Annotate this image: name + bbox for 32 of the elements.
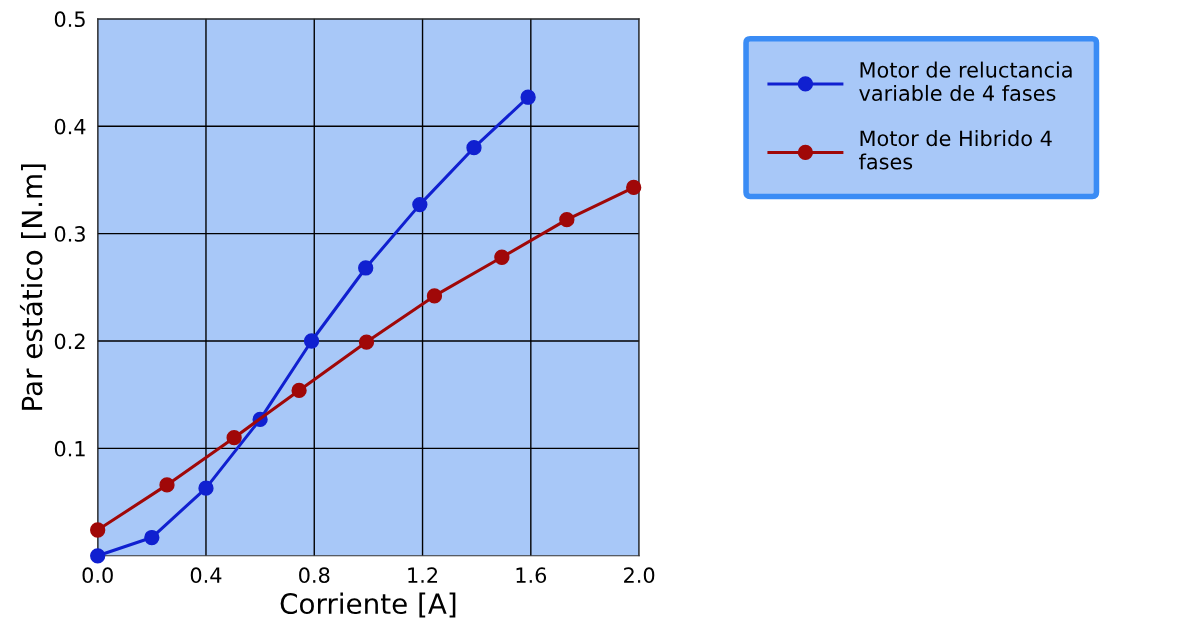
point	[90, 548, 106, 564]
point	[358, 334, 375, 350]
point	[226, 430, 242, 446]
point	[144, 529, 160, 546]
point	[291, 382, 307, 399]
x-tick-label: 1.6	[516, 567, 547, 584]
x-tick-label: 2.0	[624, 567, 655, 584]
point	[494, 249, 510, 265]
point	[159, 477, 175, 493]
y-tick-label: 0.2	[54, 333, 85, 350]
point	[559, 212, 575, 228]
y-tick-label: 0.1	[54, 440, 85, 457]
y-tick-label: 0.4	[54, 118, 86, 135]
x-axis-title: Corriente [A]	[280, 592, 456, 618]
point	[198, 480, 214, 496]
x-tick-label: 0.8	[299, 567, 330, 584]
y-tick-label: 0.5	[54, 11, 85, 28]
point	[426, 288, 443, 304]
point	[520, 89, 536, 105]
legend-label: Motor de Hibrido 4 fases	[859, 130, 1052, 170]
point	[90, 522, 106, 538]
y-axis-title: Par estático [N.m]	[19, 164, 46, 410]
point	[626, 179, 642, 196]
x-tick-label: 0.0	[82, 567, 113, 584]
y-tick-label: 0.3	[54, 226, 85, 242]
x-tick-label: 1.2	[408, 567, 438, 583]
point	[303, 333, 320, 349]
point	[466, 140, 482, 156]
point	[412, 196, 428, 213]
legend-label: Motor de reluctancia variable de 4 fases	[859, 61, 1072, 102]
x-tick-label: 0.4	[190, 567, 222, 584]
point	[358, 260, 374, 276]
